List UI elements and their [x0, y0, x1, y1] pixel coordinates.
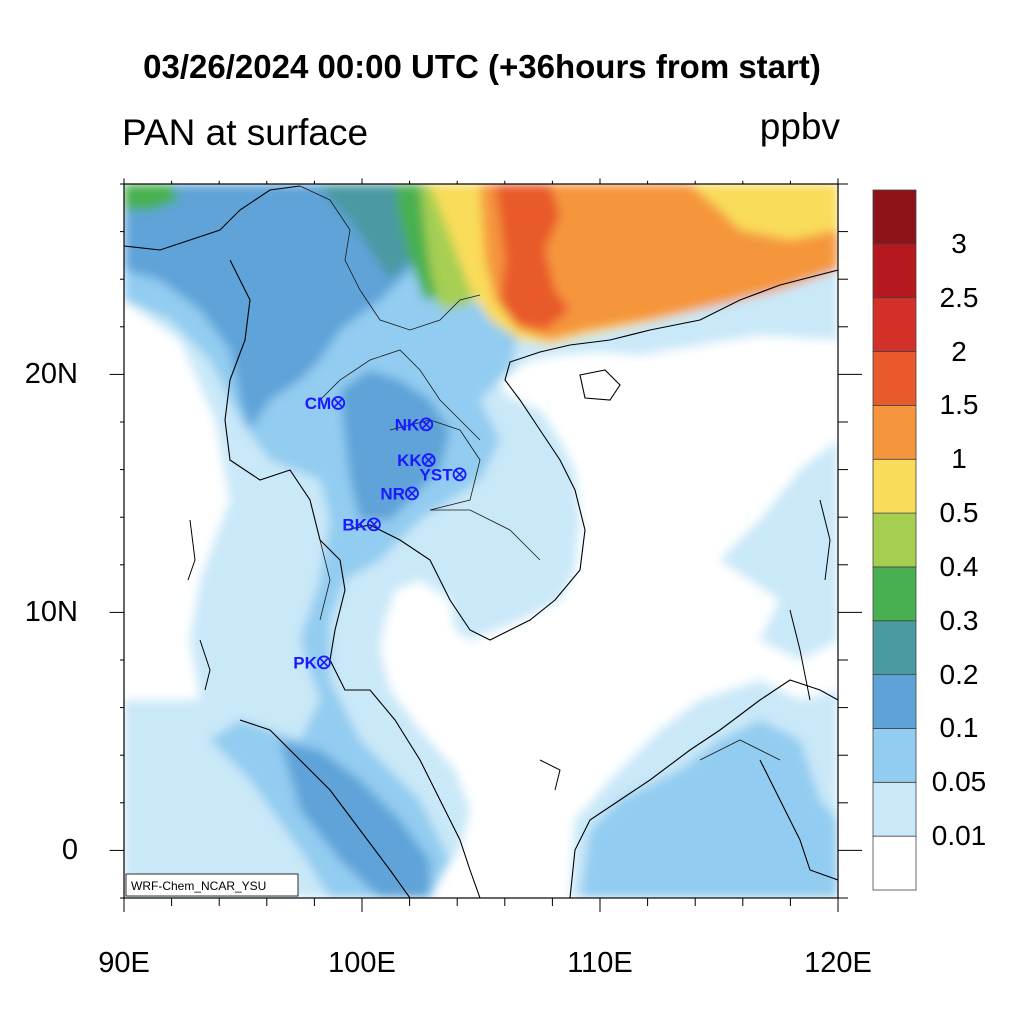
colorbar-swatch — [872, 189, 917, 245]
station-label: KK — [397, 451, 422, 470]
station-label: YST — [420, 465, 454, 484]
station-label: NR — [380, 484, 405, 503]
field-mid-borneo — [580, 720, 838, 898]
colorbar-swatch — [872, 674, 917, 729]
plot-frame — [123, 183, 839, 899]
station-cross — [455, 469, 465, 479]
station-cross — [369, 519, 379, 529]
lat-label-20n: 20N — [24, 358, 78, 390]
station-kk: KK — [397, 451, 436, 470]
lon-label-120e: 120E — [804, 947, 872, 979]
lat-label-0: 0 — [61, 834, 78, 866]
station-cross — [319, 657, 329, 667]
colorbar-swatch — [872, 781, 917, 837]
field-orange-south-china — [480, 184, 838, 340]
coastline — [124, 185, 838, 898]
colorbar-level-label: 0.2 — [939, 658, 979, 690]
colorbar-swatch — [872, 458, 917, 514]
islands — [187, 499, 831, 791]
lon-label-110e: 110E — [567, 947, 633, 979]
colorbar-swatch — [872, 404, 917, 460]
colorbar-swatch — [872, 566, 917, 622]
field-yellowgreen — [420, 184, 480, 310]
colorbar-level-label: 1.5 — [939, 389, 979, 421]
plot-title: 03/26/2024 00:00 UTC (+36hours from star… — [143, 48, 821, 85]
lon-label-90e: 90E — [98, 947, 150, 979]
station-nk: NK — [395, 415, 434, 434]
units-title: ppbv — [759, 106, 840, 147]
station-nr: NR — [380, 484, 419, 503]
colorbar-level-label: 0.5 — [939, 497, 979, 529]
station-cross — [407, 488, 417, 498]
station-bk: BK — [342, 515, 381, 534]
colorbar-swatch — [872, 728, 917, 783]
lat-label-10n: 10N — [24, 596, 78, 628]
station-pk: PK — [293, 653, 331, 672]
station-cross — [333, 398, 343, 408]
colorbar-level-label: 1 — [951, 443, 967, 475]
station-cross — [421, 419, 431, 429]
colorbar-level-label: 0.4 — [939, 550, 979, 582]
station-cross — [424, 455, 434, 465]
colorbar — [872, 189, 917, 891]
field-scs-patch — [720, 440, 838, 660]
station-label: PK — [293, 653, 317, 672]
field-mid-north — [124, 184, 420, 430]
station-marker-icon — [366, 517, 381, 532]
colorbar-level-label: 2.5 — [939, 281, 979, 313]
axis-ticks — [109, 178, 862, 912]
station-marker-icon — [317, 655, 331, 670]
field-teal-north — [320, 184, 420, 280]
station-marker-icon — [419, 417, 434, 432]
station-label: BK — [342, 515, 367, 534]
station-label: CM — [305, 394, 331, 413]
colorbar-swatch — [872, 620, 917, 676]
station-marker-icon — [331, 396, 346, 410]
colorbar-swatch — [872, 243, 917, 299]
concentration-field — [124, 184, 838, 898]
field-blue-mainland — [124, 184, 520, 898]
station-marker-icon — [421, 453, 436, 467]
credit-text: WRF-Chem_NCAR_YSU — [131, 879, 266, 893]
colorbar-level-label: 0.01 — [931, 820, 987, 852]
credit-box: WRF-Chem_NCAR_YSU — [125, 873, 299, 897]
colorbar-swatch — [872, 351, 917, 406]
colorbar-level-label: 0.05 — [931, 766, 987, 798]
field-green-nw — [124, 184, 180, 210]
colorbar-swatch — [872, 297, 917, 352]
colorbar-level-label: 0.1 — [939, 712, 979, 744]
colorbar-swatch — [872, 835, 917, 891]
station-marker-icon — [405, 486, 419, 501]
variable-title: PAN at surface — [122, 112, 369, 153]
colorbar-level-label: 0.3 — [939, 604, 979, 636]
station-marker-icon — [452, 467, 467, 482]
station-yst: YST — [420, 465, 467, 484]
colorbar-level-label: 3 — [951, 227, 967, 259]
field-mid-sumatra — [280, 740, 430, 898]
lon-label-100e: 100E — [328, 947, 396, 979]
field-redorange-guangxi — [495, 184, 570, 330]
station-cm: CM — [305, 394, 346, 413]
colorbar-swatch — [872, 512, 917, 568]
station-label: NK — [395, 415, 420, 434]
field-mid-thailand — [340, 370, 450, 520]
colorbar-level-label: 2 — [951, 335, 967, 367]
